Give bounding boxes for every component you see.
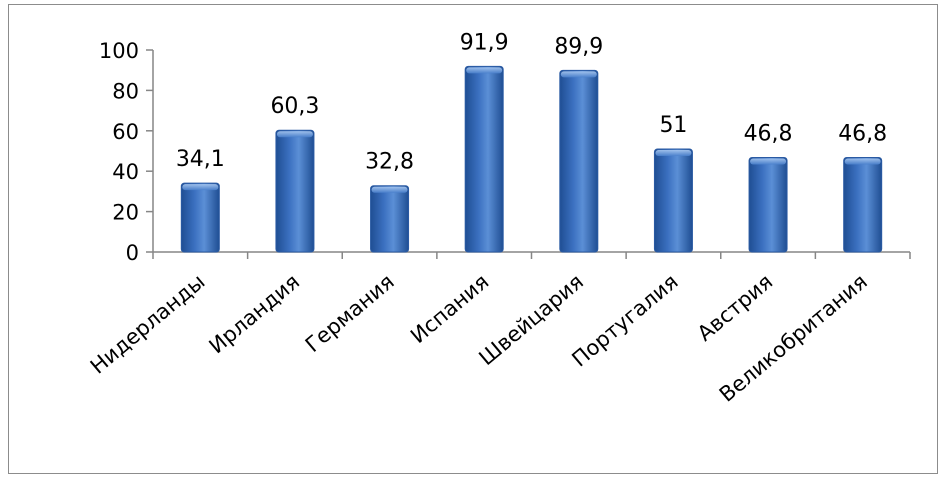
bar-highlight xyxy=(750,158,787,165)
bar xyxy=(464,65,504,253)
bar-highlight xyxy=(466,67,503,74)
category-label: Ирландия xyxy=(205,269,305,358)
bar-highlight xyxy=(655,149,692,156)
data-label: 46,8 xyxy=(744,121,793,146)
bar-highlight xyxy=(371,186,408,193)
bar-highlight xyxy=(182,184,219,191)
y-tick-label: 60 xyxy=(112,120,139,144)
bar xyxy=(653,148,693,253)
data-label: 34,1 xyxy=(176,147,225,172)
y-tick-label: 80 xyxy=(112,79,139,103)
data-label: 51 xyxy=(659,113,687,138)
bar xyxy=(559,69,599,253)
bar-highlight xyxy=(844,158,881,165)
data-label: 91,9 xyxy=(460,30,509,55)
bars xyxy=(180,65,883,253)
y-tick-label: 100 xyxy=(99,39,139,63)
category-label: Нидерланды xyxy=(86,269,210,378)
data-label: 89,9 xyxy=(554,34,603,59)
category-label: Испания xyxy=(406,269,493,348)
y-tick-label: 40 xyxy=(112,160,139,184)
bar xyxy=(843,156,883,253)
data-label: 32,8 xyxy=(365,150,414,175)
bar xyxy=(370,185,410,253)
bar-highlight xyxy=(560,71,597,78)
y-tick-label: 20 xyxy=(112,201,139,225)
data-label: 60,3 xyxy=(270,94,319,119)
y-tick-label: 0 xyxy=(126,241,139,265)
data-label: 46,8 xyxy=(838,121,887,146)
bar xyxy=(748,156,788,253)
bar-chart: 0 20 40 60 80 100 34,1 Нидерланды 60,3 Ирландия 3… xyxy=(86,30,911,407)
category-label: Австрия xyxy=(693,269,777,345)
bar xyxy=(275,129,315,253)
category-label: Германия xyxy=(301,269,399,357)
bar xyxy=(180,182,220,253)
bar-highlight xyxy=(276,131,313,138)
chart-frame: 0 20 40 60 80 100 34,1 Нидерланды 60,3 Ирландия 3… xyxy=(8,4,938,474)
